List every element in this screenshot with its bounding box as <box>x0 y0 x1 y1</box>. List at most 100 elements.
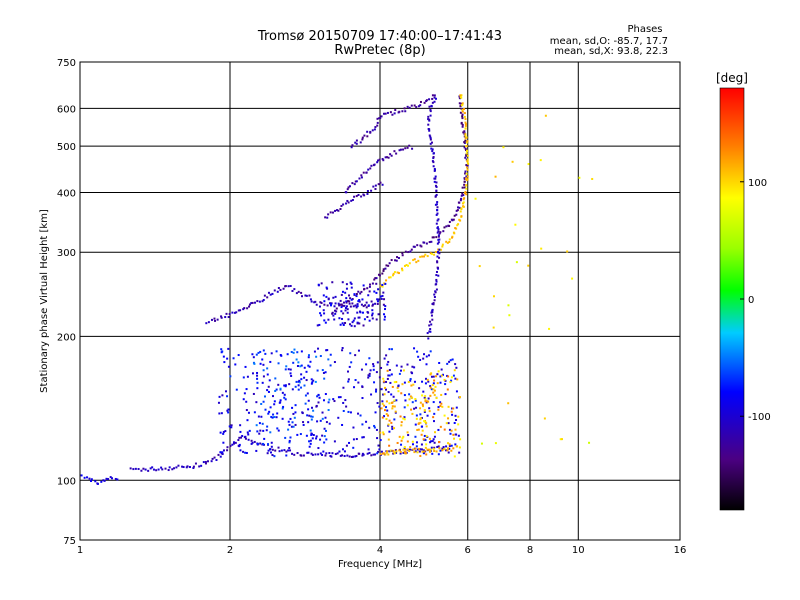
data-point <box>430 314 433 317</box>
data-point <box>423 353 426 356</box>
data-point <box>451 407 454 410</box>
data-point <box>327 297 330 300</box>
data-point <box>407 251 410 254</box>
data-point <box>431 236 434 239</box>
data-point <box>242 376 245 379</box>
data-point <box>238 443 241 446</box>
data-point <box>435 278 438 281</box>
data-point <box>527 163 530 166</box>
data-point <box>411 396 414 399</box>
data-point <box>370 189 373 192</box>
data-point <box>262 429 265 432</box>
data-point <box>463 141 466 144</box>
data-point <box>275 416 278 419</box>
data-point <box>369 283 372 286</box>
data-point <box>283 396 286 399</box>
data-point <box>385 264 388 267</box>
data-point <box>419 358 422 361</box>
data-point <box>356 322 359 325</box>
data-point <box>256 377 259 380</box>
data-point <box>232 357 235 360</box>
data-point <box>458 451 461 454</box>
data-point <box>444 449 447 452</box>
data-point <box>157 468 160 471</box>
data-point <box>220 315 223 318</box>
data-point <box>350 199 353 202</box>
data-point <box>351 144 354 147</box>
data-point <box>420 416 423 419</box>
data-point <box>420 245 423 248</box>
data-point <box>368 451 371 454</box>
data-point <box>310 415 313 418</box>
data-point <box>374 184 377 187</box>
data-point <box>326 287 329 290</box>
data-point <box>419 407 422 410</box>
data-point <box>330 455 333 458</box>
data-point <box>325 452 328 455</box>
data-point <box>354 379 357 382</box>
data-point <box>428 129 431 132</box>
data-point <box>438 232 441 235</box>
data-point <box>83 476 86 479</box>
data-point <box>383 393 386 396</box>
data-point <box>393 271 396 274</box>
data-point <box>147 469 150 472</box>
data-point <box>379 117 382 120</box>
data-point <box>361 423 364 426</box>
data-point <box>419 448 422 451</box>
data-point <box>429 394 432 397</box>
data-point <box>397 390 400 393</box>
data-point <box>334 209 337 212</box>
data-point <box>442 446 445 449</box>
data-point <box>297 388 300 391</box>
data-point <box>359 292 362 295</box>
data-point <box>376 300 379 303</box>
data-point <box>370 164 373 167</box>
data-point <box>237 439 240 442</box>
data-point <box>432 447 435 450</box>
data-point <box>390 154 393 157</box>
data-point <box>464 118 467 121</box>
data-point <box>437 453 440 456</box>
data-point <box>433 379 436 382</box>
data-point <box>310 418 313 421</box>
data-point <box>384 308 387 311</box>
data-point <box>427 127 430 130</box>
data-point <box>368 426 371 429</box>
data-point <box>294 411 297 414</box>
data-point <box>341 349 344 352</box>
data-point <box>327 213 330 216</box>
data-point <box>341 281 344 284</box>
data-point <box>337 302 340 305</box>
data-point <box>310 378 313 381</box>
data-point <box>409 378 412 381</box>
data-point <box>406 105 409 108</box>
data-point <box>330 302 333 305</box>
data-point <box>325 421 328 424</box>
data-point <box>544 114 547 117</box>
data-point <box>366 192 369 195</box>
data-point <box>428 105 431 108</box>
data-point <box>188 466 191 469</box>
data-point <box>414 435 417 438</box>
data-point <box>401 254 404 257</box>
data-point <box>247 411 250 414</box>
data-point <box>398 149 401 152</box>
data-point <box>244 365 247 368</box>
data-point <box>406 440 409 443</box>
data-point <box>465 153 468 156</box>
data-point <box>382 159 385 162</box>
data-point <box>328 422 331 425</box>
data-point <box>380 407 383 410</box>
data-point <box>290 374 293 377</box>
data-point <box>466 175 469 178</box>
data-point <box>245 388 248 391</box>
data-point <box>375 282 378 285</box>
data-point <box>378 448 381 451</box>
data-point <box>312 434 315 437</box>
data-point <box>463 183 466 186</box>
data-point <box>387 438 390 441</box>
data-point <box>465 154 468 157</box>
data-point <box>450 444 453 447</box>
data-point <box>389 153 392 156</box>
